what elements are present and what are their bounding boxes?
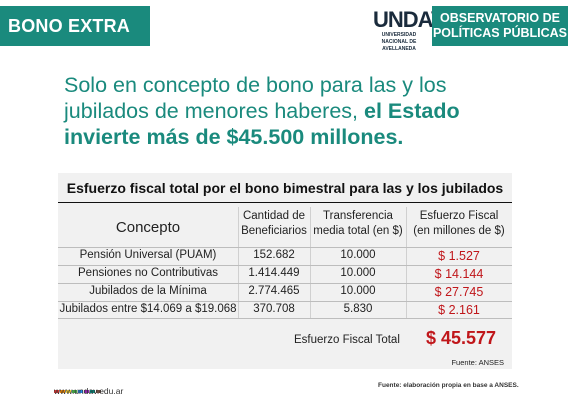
bono-extra-badge: BONO EXTRA bbox=[0, 6, 150, 46]
cell-esfuerzo: $ 1.527 bbox=[438, 249, 480, 263]
logo-line-3: AVELLANEDA bbox=[382, 46, 416, 52]
logo-mark: UNDAV bbox=[373, 7, 446, 32]
cell-concepto: Jubilados entre $14.069 a $19.068 bbox=[59, 303, 237, 315]
cell-esfuerzo: $ 2.161 bbox=[438, 303, 480, 317]
cell-beneficiarios: 152.682 bbox=[253, 249, 295, 261]
table-row: Pensión Universal (PUAM) 152.682 10.000 … bbox=[58, 247, 512, 263]
bono-extra-label: BONO EXTRA bbox=[8, 16, 131, 36]
header-transferencia-line-1: Transferencia bbox=[323, 210, 393, 222]
header: BONO EXTRA UNDAV UNIVERSIDAD NACIONAL DE… bbox=[0, 0, 568, 56]
table-title: Esfuerzo fiscal total por el bono bimest… bbox=[58, 173, 512, 203]
header-cantidad-line-1: Cantidad de bbox=[242, 210, 306, 222]
color-dot bbox=[54, 390, 59, 393]
cell-transferencia: 10.000 bbox=[340, 285, 376, 297]
observatorio-line-2: POLÍTICAS PÚBLICAS bbox=[432, 26, 568, 40]
cell-concepto: Pensión Universal (PUAM) bbox=[79, 249, 217, 261]
cell-concepto: Jubilados de la Mínima bbox=[89, 285, 207, 297]
cell-beneficiarios: 1.414.449 bbox=[248, 267, 300, 279]
cell-esfuerzo: $ 27.745 bbox=[434, 285, 484, 299]
cell-beneficiarios: 2.774.465 bbox=[248, 285, 300, 297]
fiscal-effort-table: Esfuerzo fiscal total por el bono bimest… bbox=[58, 173, 512, 369]
color-dot bbox=[72, 390, 77, 393]
color-dot bbox=[66, 390, 71, 393]
cell-beneficiarios: 370.708 bbox=[253, 303, 295, 315]
header-esfuerzo-line-1: Esfuerzo Fiscal bbox=[419, 210, 499, 222]
color-dot bbox=[60, 390, 65, 393]
headline-plain: Solo en concepto de bono para las y los … bbox=[64, 73, 447, 123]
header-esfuerzo: Esfuerzo Fiscal (en millones de $) bbox=[406, 209, 512, 239]
column-divider bbox=[310, 207, 311, 319]
color-dot bbox=[84, 390, 89, 393]
headline-bold: el Estado invierte más de $45.500 millon… bbox=[64, 99, 460, 149]
table-source: Fuente: ANSES bbox=[451, 358, 504, 367]
color-dot bbox=[96, 390, 101, 393]
cell-esfuerzo: $ 14.144 bbox=[434, 267, 484, 281]
cell-concepto: Pensiones no Contributivas bbox=[78, 267, 218, 279]
column-divider bbox=[238, 207, 239, 319]
total-value: $ 45.577 bbox=[426, 328, 497, 348]
logo-line-2: NACIONAL DE bbox=[381, 39, 417, 45]
column-divider bbox=[406, 207, 407, 319]
total-label: Esfuerzo Fiscal Total bbox=[294, 334, 400, 346]
observatorio-badge: OBSERVATORIO DE POLÍTICAS PÚBLICAS bbox=[432, 6, 568, 46]
headline: Solo en concepto de bono para las y los … bbox=[64, 72, 534, 150]
footer-color-dots bbox=[54, 380, 102, 393]
cell-transferencia: 5.830 bbox=[343, 303, 373, 315]
header-transferencia: Transferencia media total (en $) bbox=[310, 209, 406, 239]
header-esfuerzo-line-2: (en millones de $) bbox=[413, 225, 505, 237]
cell-transferencia: 10.000 bbox=[340, 267, 376, 279]
undav-logo: UNDAV UNIVERSIDAD NACIONAL DE AVELLANEDA bbox=[373, 7, 446, 53]
footer-source: Fuente: elaboración propia en base a ANS… bbox=[378, 382, 519, 389]
color-dot bbox=[78, 390, 83, 393]
logo-line-1: UNIVERSIDAD bbox=[381, 32, 417, 38]
table-row: Pensiones no Contributivas 1.414.449 10.… bbox=[58, 265, 512, 281]
footer-url: www.undav.edu.ar bbox=[54, 386, 124, 396]
table-row: Jubilados de la Mínima 2.774.465 10.000 … bbox=[58, 283, 512, 299]
table-row: Jubilados entre $14.069 a $19.068 370.70… bbox=[58, 301, 512, 319]
header-cantidad-line-2: Beneficiarios bbox=[241, 225, 307, 237]
header-cantidad: Cantidad de Beneficiarios bbox=[238, 209, 310, 239]
observatorio-line-1: OBSERVATORIO DE bbox=[440, 11, 560, 25]
header-concepto: Concepto bbox=[115, 219, 181, 236]
header-transferencia-line-2: media total (en $) bbox=[313, 225, 403, 237]
cell-transferencia: 10.000 bbox=[340, 249, 376, 261]
color-dot bbox=[90, 390, 95, 393]
